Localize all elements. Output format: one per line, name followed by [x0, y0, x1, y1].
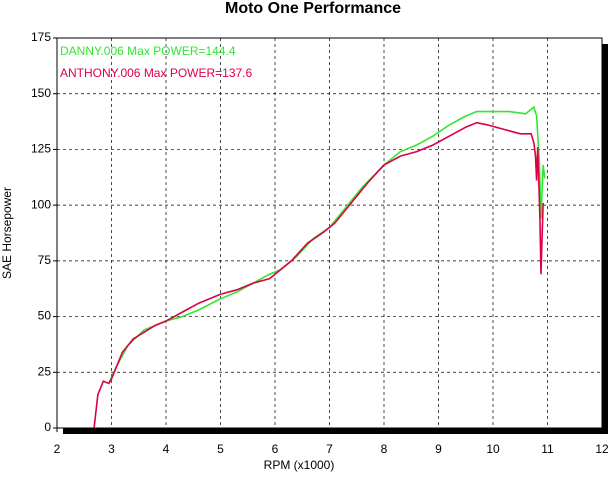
- x-tick-label: 11: [541, 442, 554, 456]
- legend-entry: DANNY.006 Max POWER=144.4: [60, 44, 236, 58]
- x-tick-label: 7: [326, 442, 333, 456]
- series-line: [108, 105, 546, 384]
- y-tick-label: 150: [31, 86, 51, 100]
- chart-title: Moto One Performance: [225, 0, 401, 17]
- x-tick-label: 3: [108, 442, 115, 456]
- x-tick-label: 2: [54, 442, 61, 456]
- x-tick-label: 5: [217, 442, 224, 456]
- y-tick-label: 25: [38, 364, 52, 378]
- x-tick-label: 4: [163, 442, 170, 456]
- x-tick-label: 6: [272, 442, 279, 456]
- series-line: [93, 121, 544, 429]
- x-tick-label: 12: [595, 442, 609, 456]
- y-tick-label: 0: [44, 420, 51, 434]
- legend-entry: ANTHONY.006 Max POWER=137.6: [60, 66, 253, 80]
- y-axis-label: SAE Horsepower: [0, 187, 14, 279]
- y-tick-label: 50: [38, 309, 52, 323]
- x-tick-label: 8: [381, 442, 388, 456]
- y-tick-label: 75: [38, 253, 52, 267]
- x-tick-label: 9: [435, 442, 442, 456]
- y-tick-label: 100: [31, 197, 51, 211]
- x-axis-label: RPM (x1000): [264, 458, 335, 472]
- y-tick-label: 125: [31, 142, 51, 156]
- x-tick-label: 10: [486, 442, 500, 456]
- y-tick-label: 175: [31, 30, 51, 44]
